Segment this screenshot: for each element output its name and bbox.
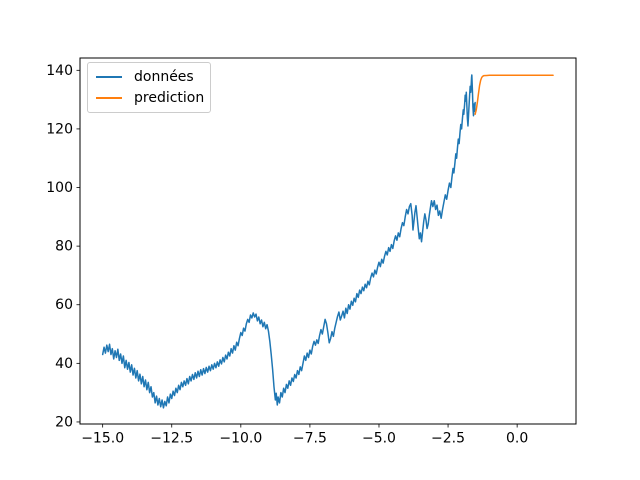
x-tick-label: −15.0 xyxy=(81,431,124,447)
legend-label-donnees: données xyxy=(134,68,194,85)
legend: données prediction xyxy=(87,62,211,113)
axes-spines xyxy=(79,57,577,425)
data-series-group xyxy=(101,74,554,409)
x-tick-label: −10.0 xyxy=(219,431,262,447)
y-axis-ticks: 20 40 60 80 100 120 140 xyxy=(46,63,80,430)
y-tick-label: 20 xyxy=(55,414,73,430)
x-axis-ticks: −15.0 −12.5 −10.0 −7.5 −5.0 −2.5 0.0 xyxy=(81,424,528,447)
x-tick-label: −7.5 xyxy=(293,431,327,447)
x-tick-label: −5.0 xyxy=(362,431,396,447)
legend-entry-prediction: prediction xyxy=(96,88,205,109)
donnees-line xyxy=(101,74,476,409)
x-tick-label: 0.0 xyxy=(506,431,528,447)
prediction-line-sample-icon xyxy=(96,97,122,100)
y-tick-label: 120 xyxy=(46,121,73,137)
y-tick-label: 140 xyxy=(46,63,73,79)
y-tick-label: 40 xyxy=(55,356,73,372)
x-tick-label: −2.5 xyxy=(431,431,465,447)
donnees-line-sample-icon xyxy=(96,75,122,78)
prediction-line xyxy=(474,74,554,116)
x-tick-label: −12.5 xyxy=(150,431,193,447)
y-tick-label: 60 xyxy=(55,297,73,313)
y-tick-label: 100 xyxy=(46,180,73,196)
y-tick-label: 80 xyxy=(55,239,73,255)
legend-entry-donnees: données xyxy=(96,66,202,87)
legend-label-prediction: prediction xyxy=(134,90,205,107)
axes-border xyxy=(79,57,577,425)
